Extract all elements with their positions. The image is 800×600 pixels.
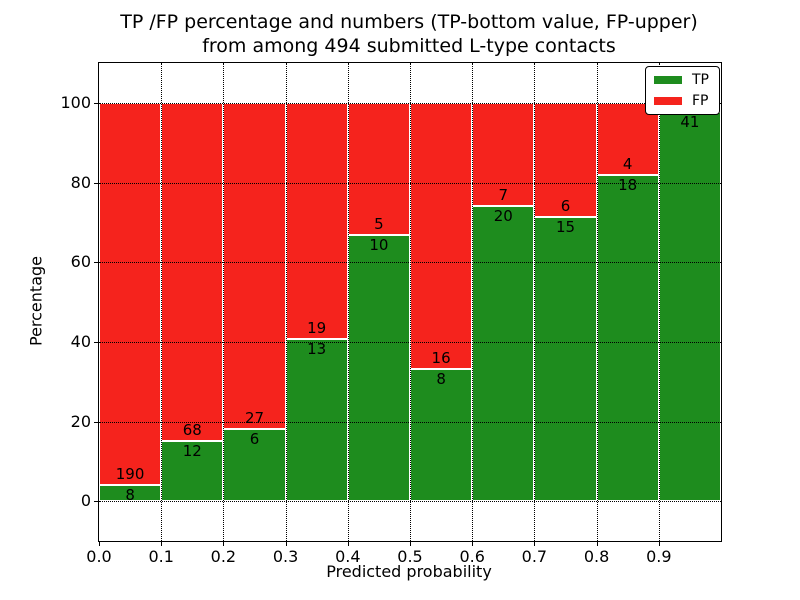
y-tick-label: 0 xyxy=(80,491,91,511)
vertical-gridline xyxy=(534,63,536,541)
fp-count-label: 190 xyxy=(115,465,145,484)
y-tick-label: 100 xyxy=(60,92,91,112)
x-tick-label: 0.9 xyxy=(646,547,672,566)
x-tick-label: 0.0 xyxy=(86,547,112,566)
fp-count-label: 27 xyxy=(244,408,265,427)
legend-row: FP xyxy=(654,93,709,109)
chart-title-line2: from among 494 submitted L-type contacts xyxy=(202,35,616,57)
x-tick-mark xyxy=(658,541,660,546)
x-tick-mark xyxy=(472,541,474,546)
y-tick-mark xyxy=(94,102,99,104)
y-axis-label: Percentage xyxy=(26,255,46,347)
x-tick-mark xyxy=(596,541,598,546)
vertical-gridline xyxy=(410,63,411,541)
x-tick-label: 0.2 xyxy=(210,547,237,566)
fp-count-label: 7 xyxy=(498,186,509,204)
x-tick-mark xyxy=(410,541,411,546)
tp-count-label: 12 xyxy=(182,442,202,461)
x-tick-label: 0.3 xyxy=(272,547,299,566)
tp-bar-segment xyxy=(99,485,162,502)
y-tick-label: 60 xyxy=(70,252,91,272)
x-tick-mark xyxy=(99,541,100,546)
fp-count-label: 16 xyxy=(431,348,451,367)
tp-bar-segment xyxy=(347,235,410,502)
x-tick-label: 0.5 xyxy=(397,547,423,566)
tp-bar-segment xyxy=(285,339,348,502)
x-tick-mark xyxy=(161,541,163,546)
x-tick-label: 0.1 xyxy=(148,547,174,566)
fp-legend-label: FP xyxy=(692,93,709,109)
tp-bar-segment xyxy=(161,441,224,502)
vertical-gridline xyxy=(658,63,660,541)
vertical-gridline xyxy=(596,63,598,541)
tp-count-label: 13 xyxy=(307,340,327,359)
x-axis-label: Predicted probability xyxy=(326,562,492,581)
tp-count-label: 10 xyxy=(369,236,389,255)
tp-count-label: 8 xyxy=(436,369,446,388)
fp-bar-segment xyxy=(410,102,473,369)
x-tick-label: 0.6 xyxy=(459,547,485,566)
tp-count-label: 20 xyxy=(493,207,513,225)
y-tick-mark xyxy=(94,182,99,184)
chart-title: TP /FP percentage and numbers (TP-bottom… xyxy=(98,10,720,58)
legend-row: TP xyxy=(654,72,709,88)
tp-bar-segment xyxy=(658,112,721,502)
tp-legend-label: TP xyxy=(692,72,709,88)
y-tick-label: 40 xyxy=(70,331,91,351)
fp-legend-swatch xyxy=(654,97,682,105)
tp-bar-segment xyxy=(596,175,659,502)
fp-bar-segment xyxy=(347,102,410,236)
x-tick-mark xyxy=(223,541,225,546)
tp-count-label: 15 xyxy=(555,217,576,236)
fp-bar-segment xyxy=(223,102,286,429)
tp-bar-segment xyxy=(472,206,535,502)
vertical-gridline xyxy=(472,63,474,541)
legend: TP FP xyxy=(645,66,720,115)
tp-bar-segment xyxy=(223,428,286,502)
y-tick-label: 80 xyxy=(70,172,91,192)
tp-legend-swatch xyxy=(654,76,682,84)
x-tick-label: 0.7 xyxy=(521,547,548,566)
y-tick-mark xyxy=(94,341,99,343)
y-tick-mark xyxy=(94,421,99,423)
fp-count-label: 68 xyxy=(182,421,202,440)
plot-area: TP FP 190 8 68 12 27 6 19 13 5 10 16 8 7 20 6 15 4 18 41 0 20… xyxy=(60,62,722,566)
tp-count-label: 6 xyxy=(249,429,260,448)
x-tick-mark xyxy=(285,541,287,546)
fp-count-label: 4 xyxy=(622,155,633,174)
x-tick-mark xyxy=(347,541,349,546)
vertical-gridline xyxy=(161,63,163,541)
vertical-gridline xyxy=(347,63,349,541)
vertical-gridline xyxy=(223,63,225,541)
tp-bar-segment xyxy=(410,368,473,502)
tp-count-label: 18 xyxy=(618,176,638,195)
vertical-gridline xyxy=(285,63,287,541)
chart-title-line1: TP /FP percentage and numbers (TP-bottom… xyxy=(120,11,698,33)
tp-count-label: 8 xyxy=(125,486,135,505)
fp-count-label: 19 xyxy=(307,319,327,338)
x-tick-label: 0.4 xyxy=(335,547,361,566)
fp-bar-segment xyxy=(285,102,348,340)
tp-count-label: 41 xyxy=(680,113,700,132)
fp-bar-segment xyxy=(161,102,224,442)
fp-count-label: 6 xyxy=(560,196,571,215)
x-tick-label: 0.8 xyxy=(583,547,610,566)
fp-bar-segment xyxy=(99,102,162,486)
x-tick-mark xyxy=(534,541,536,546)
fp-count-label: 5 xyxy=(374,215,384,234)
tp-bar-segment xyxy=(534,216,597,502)
y-tick-mark xyxy=(94,501,99,503)
y-tick-mark xyxy=(94,262,99,264)
y-tick-label: 20 xyxy=(70,411,91,431)
